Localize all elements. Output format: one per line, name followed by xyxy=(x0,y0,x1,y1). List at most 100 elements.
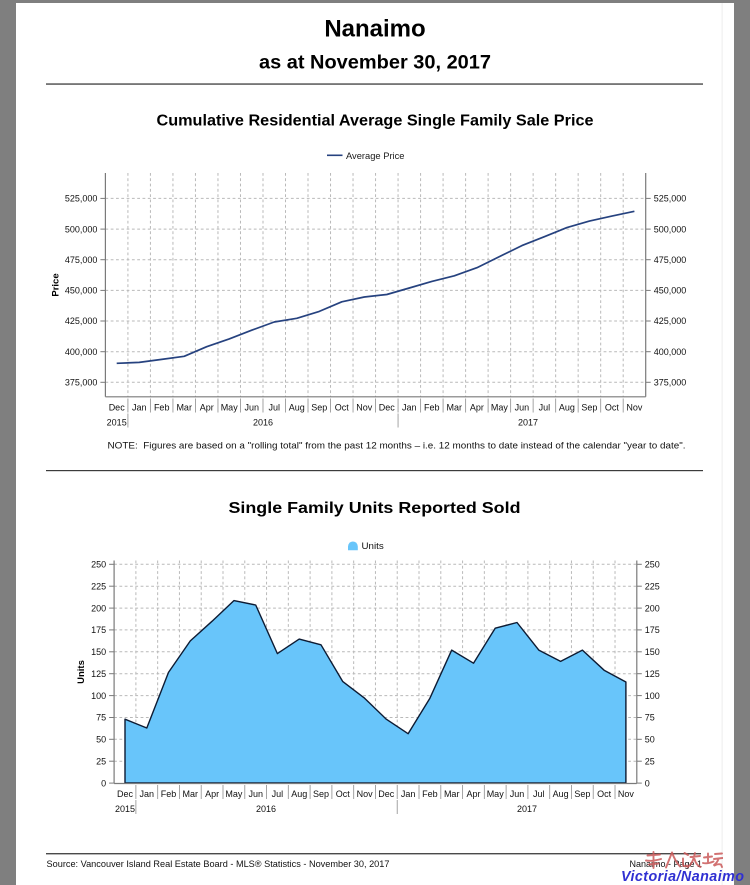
svg-text:225: 225 xyxy=(645,581,660,591)
svg-text:Oct: Oct xyxy=(335,403,350,413)
svg-text:Average Price: Average Price xyxy=(346,151,405,161)
svg-text:500,000: 500,000 xyxy=(654,224,687,234)
svg-text:Apr: Apr xyxy=(200,403,214,413)
svg-text:Sep: Sep xyxy=(581,403,597,413)
svg-text:25: 25 xyxy=(645,756,655,766)
svg-text:525,000: 525,000 xyxy=(654,194,687,204)
svg-text:50: 50 xyxy=(645,735,655,745)
svg-text:525,000: 525,000 xyxy=(65,194,98,204)
svg-text:425,000: 425,000 xyxy=(65,316,98,326)
svg-text:100: 100 xyxy=(645,691,660,701)
svg-text:Oct: Oct xyxy=(336,789,351,799)
svg-text:425,000: 425,000 xyxy=(654,316,687,326)
svg-text:500,000: 500,000 xyxy=(65,224,98,234)
svg-text:Mar: Mar xyxy=(447,403,463,413)
svg-text:as at November 30, 2017: as at November 30, 2017 xyxy=(259,53,491,74)
svg-text:Apr: Apr xyxy=(470,403,484,413)
svg-text:175: 175 xyxy=(645,625,660,635)
svg-text:250: 250 xyxy=(645,560,660,570)
svg-text:Apr: Apr xyxy=(205,789,219,799)
svg-text:Nanaimo: Nanaimo xyxy=(324,16,425,43)
svg-text:0: 0 xyxy=(645,778,650,788)
svg-text:50: 50 xyxy=(96,735,106,745)
svg-text:Price: Price xyxy=(51,273,62,296)
svg-text:Aug: Aug xyxy=(553,789,569,799)
svg-text:2015: 2015 xyxy=(115,804,135,814)
svg-text:200: 200 xyxy=(645,603,660,613)
svg-text:Aug: Aug xyxy=(559,403,575,413)
svg-text:Sep: Sep xyxy=(311,403,327,413)
svg-text:75: 75 xyxy=(645,713,655,723)
svg-text:400,000: 400,000 xyxy=(654,347,687,357)
svg-text:475,000: 475,000 xyxy=(65,255,98,265)
svg-text:Dec: Dec xyxy=(109,403,126,413)
svg-text:Dec: Dec xyxy=(379,403,396,413)
svg-text:125: 125 xyxy=(645,669,660,679)
svg-text:NOTE: Figures are based on a: NOTE: Figures are based on a "rolling to… xyxy=(108,440,686,450)
svg-text:Jul: Jul xyxy=(539,403,551,413)
svg-text:475,000: 475,000 xyxy=(654,255,687,265)
svg-text:Single Family Units Reported S: Single Family Units Reported Sold xyxy=(229,500,521,517)
svg-text:Dec: Dec xyxy=(378,789,395,799)
svg-text:2017: 2017 xyxy=(518,418,538,428)
svg-text:125: 125 xyxy=(91,669,106,679)
svg-text:2016: 2016 xyxy=(256,804,276,814)
svg-text:25: 25 xyxy=(96,756,106,766)
svg-text:375,000: 375,000 xyxy=(654,378,687,388)
svg-text:225: 225 xyxy=(91,581,106,591)
svg-text:Jun: Jun xyxy=(510,789,525,799)
svg-text:250: 250 xyxy=(91,560,106,570)
svg-text:Sep: Sep xyxy=(313,789,329,799)
svg-text:Nov: Nov xyxy=(626,403,643,413)
svg-text:Aug: Aug xyxy=(289,403,305,413)
svg-text:Oct: Oct xyxy=(605,403,620,413)
svg-text:200: 200 xyxy=(91,603,106,613)
svg-text:May: May xyxy=(491,403,509,413)
svg-text:150: 150 xyxy=(91,647,106,657)
svg-text:Nov: Nov xyxy=(356,403,373,413)
svg-text:Jun: Jun xyxy=(244,403,259,413)
svg-text:2015: 2015 xyxy=(107,418,127,428)
svg-text:Units: Units xyxy=(76,660,87,684)
svg-text:2016: 2016 xyxy=(253,418,273,428)
svg-text:Nanaimo - Page 1: Nanaimo - Page 1 xyxy=(630,859,703,869)
svg-text:May: May xyxy=(487,789,505,799)
svg-text:Feb: Feb xyxy=(422,789,438,799)
svg-text:Mar: Mar xyxy=(444,789,460,799)
svg-text:150: 150 xyxy=(645,647,660,657)
svg-text:Jan: Jan xyxy=(132,403,147,413)
svg-text:Feb: Feb xyxy=(161,789,177,799)
svg-text:2017: 2017 xyxy=(517,804,537,814)
svg-text:400,000: 400,000 xyxy=(65,347,98,357)
svg-text:May: May xyxy=(225,789,243,799)
svg-text:Jul: Jul xyxy=(272,789,284,799)
svg-text:Mar: Mar xyxy=(176,403,192,413)
svg-text:Sep: Sep xyxy=(574,789,590,799)
svg-text:Jan: Jan xyxy=(402,403,417,413)
svg-text:Jul: Jul xyxy=(533,789,545,799)
svg-text:Apr: Apr xyxy=(466,789,480,799)
svg-text:Jan: Jan xyxy=(401,789,416,799)
svg-text:0: 0 xyxy=(101,778,106,788)
svg-text:450,000: 450,000 xyxy=(654,286,687,296)
svg-text:Dec: Dec xyxy=(117,789,134,799)
svg-text:Jun: Jun xyxy=(515,403,530,413)
svg-text:Units: Units xyxy=(362,541,385,551)
svg-text:Oct: Oct xyxy=(597,789,612,799)
svg-text:175: 175 xyxy=(91,625,106,635)
svg-text:Nov: Nov xyxy=(357,789,374,799)
svg-text:Nov: Nov xyxy=(618,789,635,799)
svg-text:75: 75 xyxy=(96,713,106,723)
svg-text:Feb: Feb xyxy=(424,403,440,413)
svg-text:Aug: Aug xyxy=(291,789,307,799)
svg-text:Source: Vancouver Island Real: Source: Vancouver Island Real Estate Boa… xyxy=(47,859,390,869)
svg-text:Jul: Jul xyxy=(268,403,280,413)
svg-text:Feb: Feb xyxy=(154,403,170,413)
svg-text:100: 100 xyxy=(91,691,106,701)
svg-text:Jun: Jun xyxy=(248,789,263,799)
svg-text:Jan: Jan xyxy=(140,789,155,799)
svg-text:May: May xyxy=(221,403,239,413)
svg-text:450,000: 450,000 xyxy=(65,286,98,296)
svg-text:375,000: 375,000 xyxy=(65,378,98,388)
svg-text:Mar: Mar xyxy=(183,789,199,799)
